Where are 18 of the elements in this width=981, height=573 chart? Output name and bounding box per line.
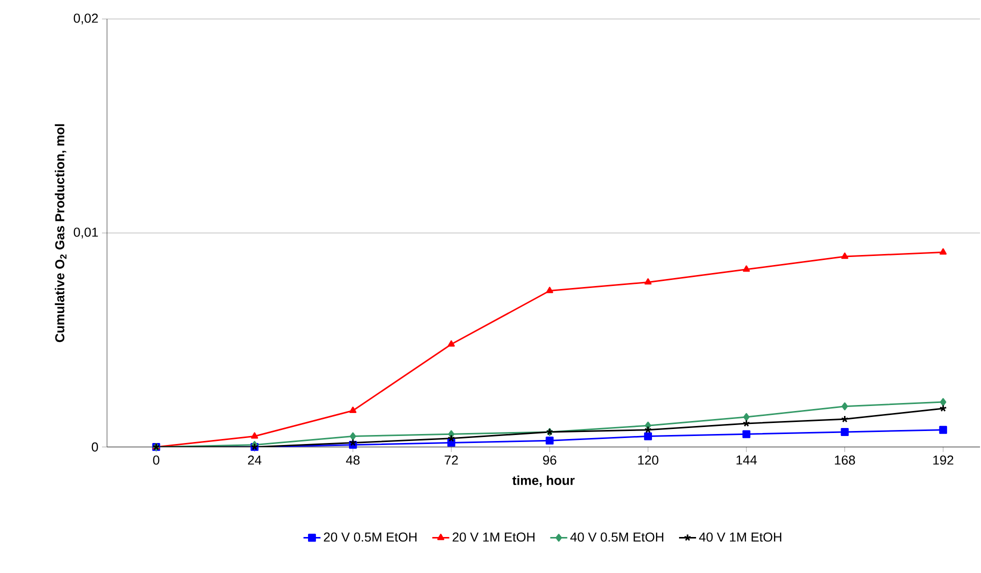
y-tick-label: 0 <box>92 442 98 452</box>
legend-label: 20 V 0.5M EtOH <box>324 532 416 542</box>
y-tick-label: 0,01 <box>74 228 98 238</box>
x-tick-label: 0 <box>153 456 160 465</box>
y-axis-title: Cumulative O$_{2}$ Gas Production, mol <box>54 124 66 342</box>
y-tick-label: 0,02 <box>74 14 98 24</box>
legend-label: 40 V 1M EtOH <box>699 532 782 542</box>
legend-label: 40 V 0.5M EtOH <box>570 532 664 542</box>
legend-label: 20 V 1M EtOH <box>452 532 534 542</box>
x-tick-label: 24 <box>248 456 262 465</box>
x-tick-label: 192 <box>933 456 954 465</box>
x-tick-label: 72 <box>444 456 458 465</box>
x-axis-title: time, hour <box>512 476 575 487</box>
x-tick-label: 144 <box>736 456 757 464</box>
x-tick-label: 120 <box>638 456 658 465</box>
x-tick-label: 96 <box>543 456 556 465</box>
x-tick-label: 168 <box>834 456 855 465</box>
x-tick-label: 48 <box>346 456 360 465</box>
